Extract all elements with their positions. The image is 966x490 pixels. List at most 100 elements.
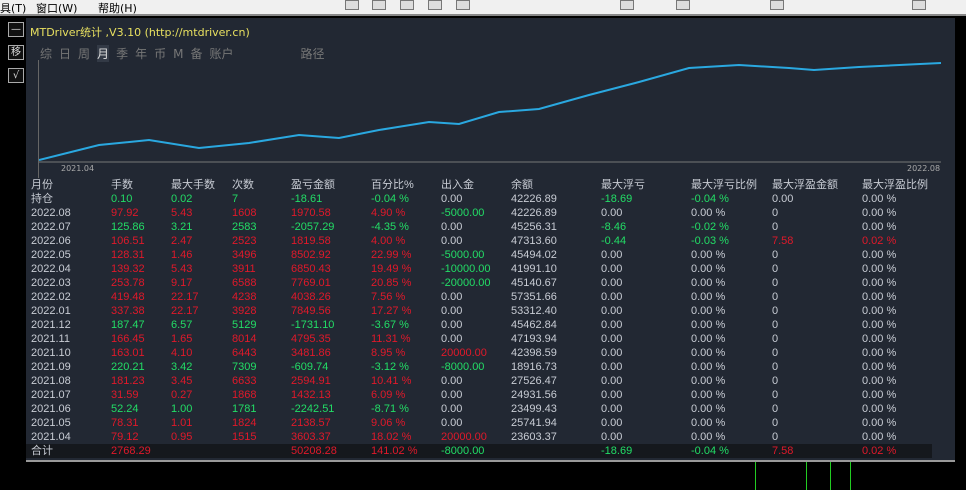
cell-百分比%: 18.02 %: [371, 431, 412, 443]
cell-月份: 持仓: [31, 193, 53, 205]
minimize-button[interactable]: —: [8, 22, 24, 37]
total-row: 合计 2768.29 50208.28 141.02 % -8000.00 -18.69-…: [26, 444, 932, 458]
cell-盈亏金额: 50208.28: [291, 444, 371, 458]
toolbar-icon[interactable]: [372, 0, 386, 10]
toolbar-icon[interactable]: [400, 0, 414, 10]
cell-最大浮盈金额: 0: [772, 263, 779, 275]
tab-1[interactable]: 日: [59, 47, 72, 61]
cell-余额: 41991.10: [511, 263, 557, 275]
cell-出入金: 0.00: [441, 375, 463, 387]
tab-3[interactable]: 月: [97, 45, 110, 62]
tab-6[interactable]: 币: [154, 47, 167, 61]
cell-最大浮亏比例: 0.00 %: [691, 417, 726, 429]
menu-window[interactable]: 窗口(W): [36, 2, 78, 15]
cell-最大浮亏: 0.00: [601, 417, 623, 429]
tab-7[interactable]: M: [173, 47, 184, 61]
tab-0[interactable]: 综: [40, 47, 53, 61]
check-button[interactable]: √: [8, 68, 24, 83]
cell-百分比%: -3.12 %: [371, 361, 409, 373]
cell-最大手数: 1.46: [171, 249, 193, 261]
stats-panel: MTDriver统计 ,V3.10 (http://mtdriver.cn) 综…: [26, 18, 955, 460]
cell-百分比%: 11.31 %: [371, 333, 411, 345]
tab-9[interactable]: 账户: [209, 47, 234, 61]
cell-百分比%: -8.71 %: [371, 403, 409, 415]
tab-2[interactable]: 周: [78, 47, 91, 61]
cell-月份: 2021.11: [31, 333, 70, 345]
cell-百分比%: 4.90 %: [371, 207, 406, 219]
cell-盈亏金额: 7769.01: [291, 277, 331, 289]
cell-最大浮盈金额: 0: [772, 277, 779, 289]
equity-curve: [38, 62, 942, 161]
cell-次数: 6443: [232, 347, 257, 359]
cell-手数: 手数: [111, 179, 133, 191]
move-button[interactable]: 移: [8, 45, 24, 60]
cell-余额: 47193.94: [511, 333, 557, 345]
cell-最大浮亏: -18.69: [601, 193, 633, 205]
menu-tools[interactable]: 具(T): [0, 2, 27, 15]
cell-次数: 6633: [232, 375, 257, 387]
cell-最大浮亏比例: 0.00 %: [691, 375, 726, 387]
cell-最大手数: 1.01: [171, 417, 193, 429]
tab-5[interactable]: 年: [135, 47, 148, 61]
cell-余额: 45494.02: [511, 249, 557, 261]
cell-最大浮盈金额: 0: [772, 305, 779, 317]
table-row: 2021.06 52.24 1.00 1781 -2242.51 -8.71 % 0.00 2…: [26, 402, 932, 416]
cell-月份: 2022.03: [31, 277, 71, 289]
toolbar-icon[interactable]: [620, 0, 634, 10]
cell-百分比%: 19.49 %: [371, 263, 412, 275]
table-row: 2021.07 31.59 0.27 1868 1432.13 6.09 % 0.00 249…: [26, 388, 932, 402]
table-row: 持仓 0.10 0.02 7 -18.61 -0.04 % 0.00 42226.89 -18.…: [26, 192, 932, 206]
toolbar-icon[interactable]: [676, 0, 690, 10]
tab-10[interactable]: 路径: [300, 47, 325, 61]
cell-盈亏金额: 2138.57: [291, 417, 331, 429]
toolbar-icon[interactable]: [770, 0, 784, 10]
cell-月份: 2021.10: [31, 347, 71, 359]
cell-盈亏金额: 3603.37: [291, 431, 331, 443]
menu-help[interactable]: 帮助(H): [98, 2, 137, 15]
cell-手数: 163.01: [111, 347, 145, 359]
cell-百分比%: -0.04 %: [371, 193, 409, 205]
cell-余额: 53312.40: [511, 305, 557, 317]
cell-最大浮盈金额: 0: [772, 403, 779, 415]
cell-盈亏金额: -18.61: [291, 193, 323, 205]
cell-盈亏金额: 4795.35: [291, 333, 331, 345]
tab-8[interactable]: 备: [190, 47, 203, 61]
cell-最大浮亏: 0.00: [601, 207, 623, 219]
cell-最大手数: 6.57: [171, 319, 193, 331]
cell-出入金: 0.00: [441, 319, 463, 331]
cell-次数: 6588: [232, 277, 257, 289]
cell-出入金: -8000.00: [441, 444, 511, 458]
cell-最大浮盈比例: 0.00 %: [862, 193, 897, 205]
cell-手数: 139.32: [111, 263, 145, 275]
menu-bar: 具(T) 窗口(W) 帮助(H): [0, 0, 966, 16]
cell-手数: 337.38: [111, 305, 145, 317]
cell-最大手数: 1.65: [171, 333, 193, 345]
cell-最大浮盈金额: 0: [772, 207, 779, 219]
cell-盈亏金额: 4038.26: [291, 291, 331, 303]
cell-最大浮亏比例: 0.00 %: [691, 291, 726, 303]
toolbar-icon[interactable]: [345, 0, 359, 10]
cell-手数: 220.21: [111, 361, 145, 373]
cell-余额: [511, 444, 601, 458]
cell-最大浮盈金额: 0.00: [772, 193, 794, 205]
cell-最大手数: 0.95: [171, 431, 193, 443]
cell-次数: 次数: [232, 179, 254, 191]
cell-最大浮盈比例: 0.00 %: [862, 347, 897, 359]
panel-bottom-border: [26, 460, 955, 462]
cell-最大浮亏比例: 0.00 %: [691, 277, 726, 289]
cell-余额: 余额: [511, 179, 533, 191]
toolbar-icon[interactable]: [456, 0, 470, 10]
cell-最大浮盈比例: 0.00 %: [862, 291, 897, 303]
cell-最大浮盈金额: 0: [772, 249, 779, 261]
toolbar-icon[interactable]: [912, 0, 926, 10]
cell-最大浮亏: 0.00: [601, 249, 623, 261]
cell-最大浮亏: 0.00: [601, 333, 623, 345]
tab-4[interactable]: 季: [116, 47, 129, 61]
toolbar-icon[interactable]: [428, 0, 442, 10]
cell-余额: 57351.66: [511, 291, 557, 303]
cell-最大浮亏比例: 0.00 %: [691, 361, 726, 373]
cell-最大浮盈金额: 最大浮盈金额: [772, 179, 838, 191]
monthly-stats-table: 月份 手数 最大手数 次数 盈亏金额 百分比% 出入金 余额 最大浮亏 最大浮亏比例 最大浮盈金额 最…: [26, 178, 932, 458]
cell-次数: 7309: [232, 361, 257, 373]
table-row: 2021.04 79.12 0.95 1515 3603.37 18.02 % 20000.…: [26, 430, 932, 444]
